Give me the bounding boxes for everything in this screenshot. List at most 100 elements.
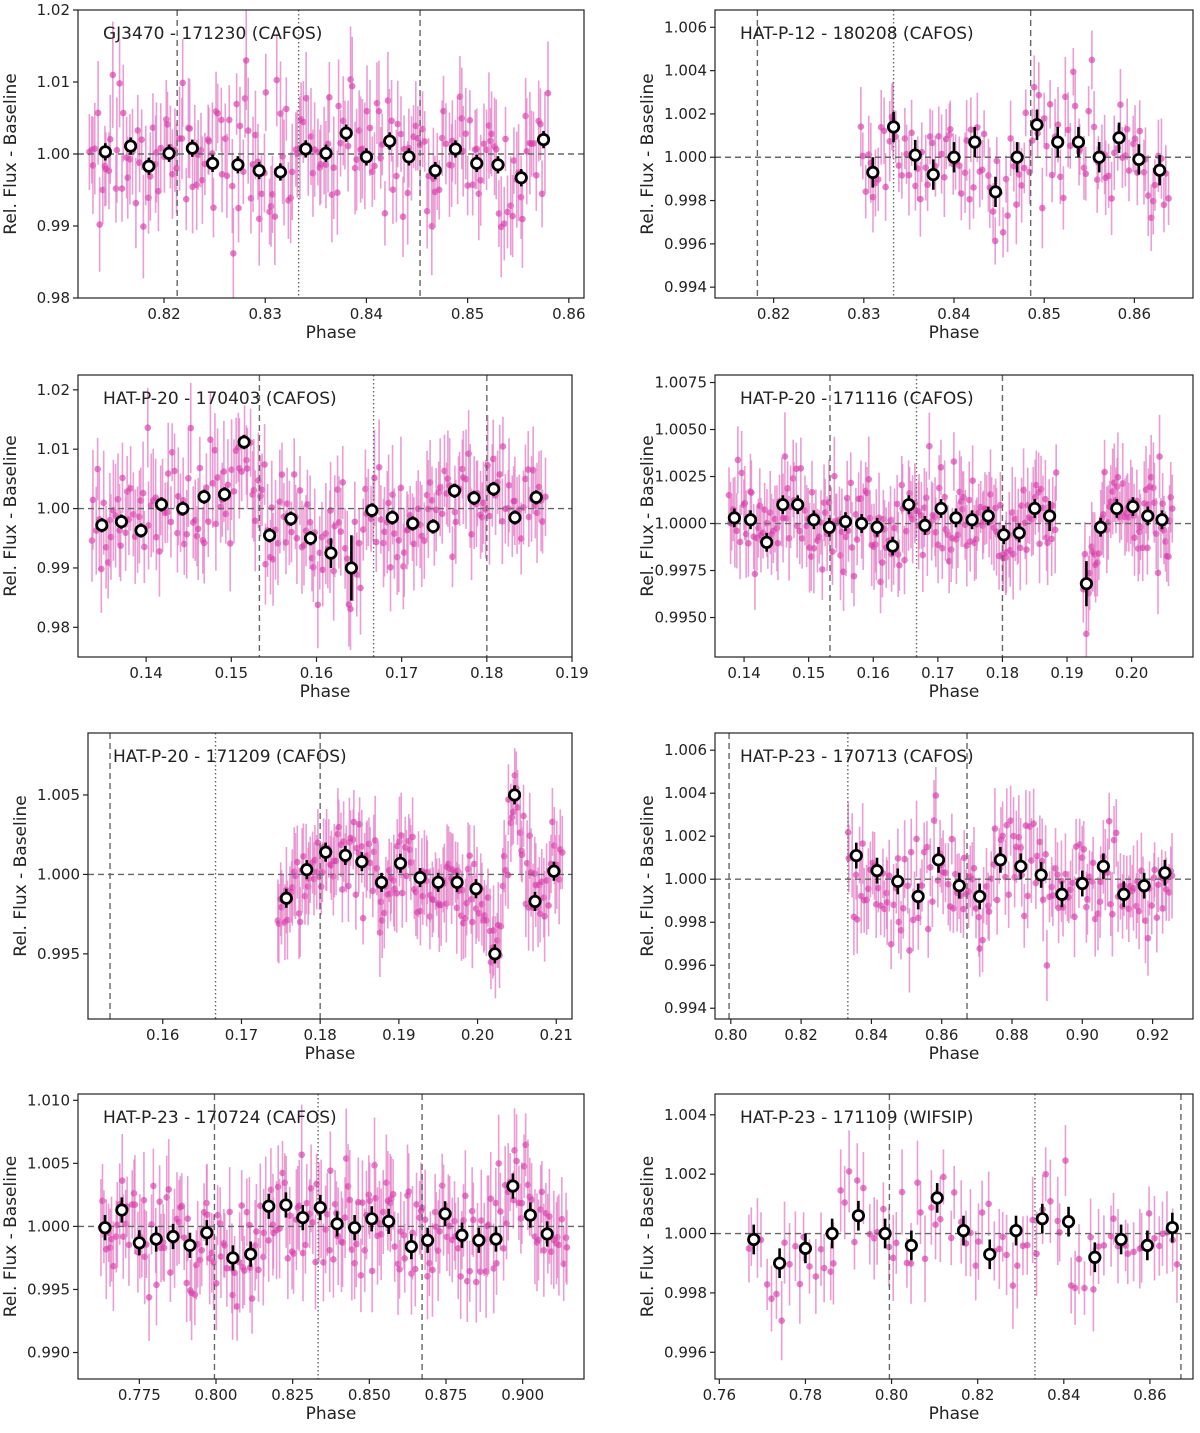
raw-point	[199, 176, 206, 184]
raw-point	[492, 146, 500, 153]
y-tick-label: 1.005	[37, 786, 80, 804]
raw-point	[865, 476, 873, 483]
binned-point	[431, 875, 445, 889]
raw-point	[327, 1167, 334, 1174]
panel-3: 0.14 0.15 0.16 0.17 0.18 0.19 0.98 0.99 1.00 1.01…	[1, 374, 589, 702]
raw-point	[1039, 504, 1047, 512]
raw-point	[1130, 1248, 1137, 1256]
raw-point	[1139, 544, 1147, 552]
x-tick-label: 0.82	[757, 305, 790, 323]
binned-point	[237, 435, 251, 449]
x-tick-label: 0.20	[461, 1026, 494, 1044]
binned-point	[176, 501, 190, 516]
binned-point	[825, 1226, 839, 1241]
raw-point	[490, 1265, 498, 1272]
raw-point	[225, 116, 233, 124]
raw-point	[243, 456, 250, 464]
raw-point	[210, 204, 217, 211]
raw-point	[462, 914, 469, 922]
raw-point	[359, 914, 367, 922]
raw-point	[558, 849, 566, 856]
binned-point	[252, 163, 266, 178]
y-axis-label: Rel. Flux - Baseline	[1, 435, 21, 596]
raw-point	[178, 1202, 186, 1210]
raw-point	[537, 120, 544, 128]
raw-point	[1039, 204, 1046, 212]
binned-point	[1043, 509, 1057, 523]
binned-point	[1034, 868, 1048, 882]
raw-point	[786, 1260, 793, 1268]
raw-point	[258, 486, 266, 494]
raw-point	[935, 133, 943, 140]
y-tick-label: 1.0050	[655, 421, 708, 439]
raw-point	[196, 464, 204, 472]
x-tick-label: 0.86	[1133, 1386, 1166, 1404]
binned-point	[166, 1229, 180, 1244]
raw-point	[91, 145, 99, 152]
binned-point	[997, 528, 1011, 542]
raw-point	[830, 1260, 837, 1267]
raw-point	[110, 1262, 117, 1270]
raw-point	[379, 1208, 387, 1216]
raw-point	[508, 814, 516, 821]
binned-point	[142, 159, 156, 173]
x-tick-label: 0.900	[501, 1386, 544, 1404]
raw-point	[126, 156, 134, 163]
binned-point	[197, 490, 211, 504]
raw-point	[1117, 101, 1124, 109]
raw-point	[466, 117, 474, 124]
raw-point	[843, 494, 851, 502]
raw-point	[518, 851, 526, 859]
binned-point	[450, 875, 464, 889]
y-tick-label: 1.0025	[655, 468, 708, 486]
binned-point	[383, 134, 397, 148]
binned-point	[760, 535, 774, 549]
raw-point	[1030, 83, 1038, 91]
raw-point	[1005, 891, 1012, 898]
raw-point	[339, 478, 347, 486]
x-axis-label: Phase	[929, 323, 980, 343]
raw-point	[1004, 212, 1011, 219]
raw-point	[1125, 167, 1133, 174]
raw-point	[520, 812, 527, 820]
binned-point	[822, 520, 836, 534]
y-tick-label: 1.02	[37, 381, 70, 399]
binned-points	[747, 1183, 1179, 1279]
raw-point	[932, 792, 940, 799]
raw-point	[901, 855, 908, 863]
raw-point	[119, 109, 127, 117]
binned-point	[911, 889, 925, 904]
raw-point	[978, 166, 986, 174]
x-tick-label: 0.84	[855, 1026, 888, 1044]
raw-point	[917, 1209, 924, 1216]
raw-point	[734, 456, 742, 464]
raw-point	[907, 1260, 915, 1267]
raw-point	[880, 1205, 887, 1213]
raw-point	[510, 808, 517, 816]
raw-point	[435, 186, 443, 194]
raw-point	[898, 481, 906, 489]
x-axis-label: Phase	[305, 1044, 356, 1064]
raw-point	[847, 479, 855, 487]
raw-point	[899, 905, 907, 912]
raw-point	[271, 213, 279, 220]
raw-point	[517, 193, 525, 201]
binned-point	[470, 156, 484, 170]
raw-point	[241, 1267, 248, 1274]
raw-point	[514, 804, 521, 811]
raw-point	[894, 551, 902, 558]
raw-point	[223, 1264, 231, 1272]
binned-point	[98, 1221, 112, 1235]
raw-point	[1081, 1284, 1088, 1292]
raw-point	[1075, 1255, 1083, 1263]
raw-point	[359, 145, 366, 153]
raw-point	[230, 250, 237, 257]
raw-point	[157, 144, 165, 152]
raw-point	[116, 80, 123, 87]
binned-point	[1096, 859, 1110, 873]
raw-point	[469, 918, 476, 926]
raw-point	[1046, 101, 1054, 108]
x-tick-label: 0.83	[249, 305, 282, 323]
raw-point	[290, 1250, 297, 1257]
raw-point	[896, 561, 903, 569]
